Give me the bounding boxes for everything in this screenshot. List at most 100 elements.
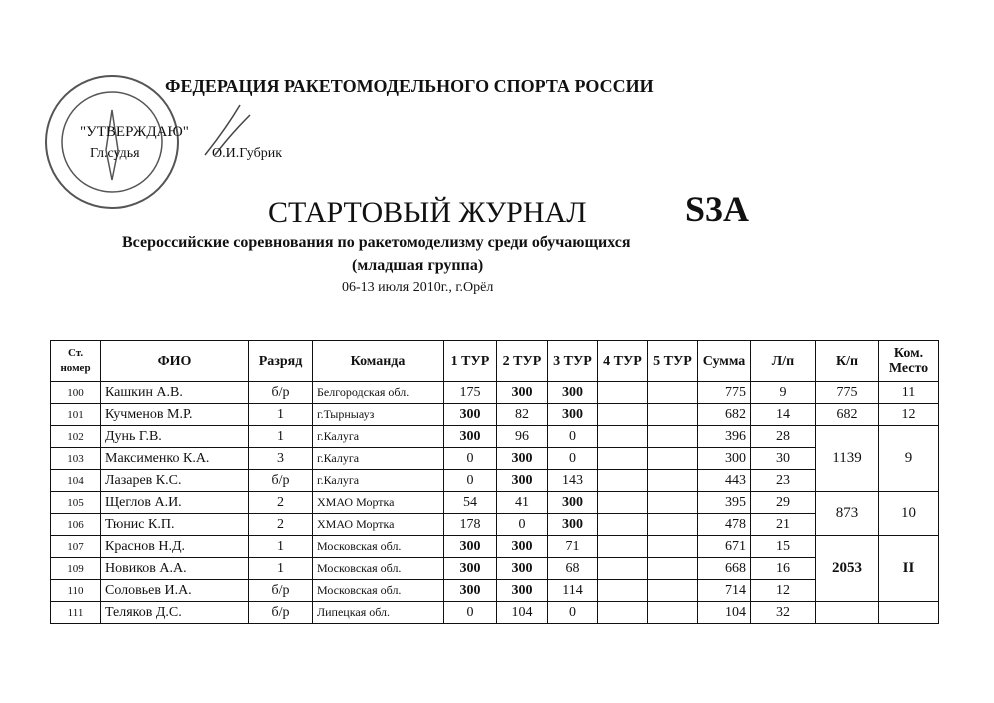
subtitle: Всероссийские соревнования по ракетомоде… [122, 234, 631, 251]
name: Новиков А.А. [100, 557, 249, 580]
rank: 1 [248, 535, 313, 558]
stamp [45, 75, 179, 209]
column-header: ФИО [100, 340, 249, 382]
score: 300 [496, 579, 548, 602]
score: 300 [496, 447, 548, 470]
title: СТАРТОВЫЙ ЖУРНАЛ [268, 196, 587, 229]
score: 71 [547, 535, 598, 558]
name: Дунь Г.В. [100, 425, 249, 448]
column-header: Команда [312, 340, 444, 382]
team-score: 1139 [815, 425, 879, 492]
sum: 775 [697, 381, 751, 404]
score: 300 [496, 381, 548, 404]
team-place: 12 [878, 403, 939, 426]
score: 300 [547, 403, 598, 426]
team: ХМАО Мортка [312, 491, 444, 514]
column-header: 5 ТУР [647, 340, 698, 382]
header-row: Ст. номер ФИО Разряд Команда 1 ТУР 2 ТУР 3 ТУР… [50, 340, 939, 382]
start-number: 100 [50, 381, 101, 404]
column-header: К/п [815, 340, 879, 382]
team: ХМАО Мортка [312, 513, 444, 536]
score: 96 [496, 425, 548, 448]
score [647, 469, 698, 492]
rank: 2 [248, 513, 313, 536]
team-score: 2053 [815, 535, 879, 602]
name: Кашкин А.В. [100, 381, 249, 404]
rank: 1 [248, 425, 313, 448]
score: 0 [443, 447, 497, 470]
score [647, 557, 698, 580]
row: 109 Новиков А.А. 1 Московская обл. 300 300 68 6… [50, 557, 939, 580]
score: 175 [443, 381, 497, 404]
score [647, 491, 698, 514]
start-number: 101 [50, 403, 101, 426]
personal-place: 15 [750, 535, 816, 558]
sum: 668 [697, 557, 751, 580]
score: 300 [496, 469, 548, 492]
column-header: 4 ТУР [597, 340, 648, 382]
score: 0 [443, 469, 497, 492]
personal-place: 30 [750, 447, 816, 470]
score: 114 [547, 579, 598, 602]
score: 300 [547, 491, 598, 514]
score: 300 [547, 381, 598, 404]
personal-place: 23 [750, 469, 816, 492]
rank: 1 [248, 403, 313, 426]
score: 0 [496, 513, 548, 536]
column-header: Сумма [697, 340, 751, 382]
score: 41 [496, 491, 548, 514]
sum: 104 [697, 601, 751, 624]
score [647, 425, 698, 448]
signature [204, 104, 251, 156]
judge-role: Гл.судья [90, 146, 140, 161]
start-number: 106 [50, 513, 101, 536]
name: Лазарев К.С. [100, 469, 249, 492]
rank: б/р [248, 579, 313, 602]
personal-place: 28 [750, 425, 816, 448]
name: Тюнис К.П. [100, 513, 249, 536]
team: Белгородская обл. [312, 381, 444, 404]
score: 143 [547, 469, 598, 492]
team: г.Калуга [312, 425, 444, 448]
sum: 300 [697, 447, 751, 470]
column-header: 2 ТУР [496, 340, 548, 382]
column-header: Ст. номер [50, 340, 101, 382]
row: 103 Максименко К.А. 3 г.Калуга 0 300 0 300 30 [50, 447, 939, 470]
score: 300 [443, 579, 497, 602]
rank: 2 [248, 491, 313, 514]
personal-place: 32 [750, 601, 816, 624]
start-number: 102 [50, 425, 101, 448]
score [647, 601, 698, 624]
sum: 682 [697, 403, 751, 426]
start-number: 105 [50, 491, 101, 514]
row: 110 Соловьев И.А. б/р Московская обл. 300 300… [50, 579, 939, 602]
sum: 443 [697, 469, 751, 492]
score [597, 425, 648, 448]
score [597, 557, 648, 580]
score [647, 381, 698, 404]
row: 101 Кучменов М.Р. 1 г.Тырныауз 300 82 300 682 14… [50, 403, 939, 426]
team-place: 9 [878, 425, 939, 492]
name: Максименко К.А. [100, 447, 249, 470]
team-place: 11 [878, 381, 939, 404]
rank: б/р [248, 381, 313, 404]
score: 300 [547, 513, 598, 536]
column-header: 1 ТУР [443, 340, 497, 382]
start-number: 107 [50, 535, 101, 558]
score [647, 403, 698, 426]
start-number: 109 [50, 557, 101, 580]
personal-place: 12 [750, 579, 816, 602]
score: 300 [443, 403, 497, 426]
name: Щеглов А.И. [100, 491, 249, 514]
federation: ФЕДЕРАЦИЯ РАКЕТОМОДЕЛЬНОГО СПОРТА РОССИИ [165, 76, 654, 96]
personal-place: 16 [750, 557, 816, 580]
name: Теляков Д.С. [100, 601, 249, 624]
score: 82 [496, 403, 548, 426]
start-number: 103 [50, 447, 101, 470]
name: Кучменов М.Р. [100, 403, 249, 426]
score [647, 579, 698, 602]
score [597, 447, 648, 470]
score [647, 513, 698, 536]
start-number: 104 [50, 469, 101, 492]
score [597, 491, 648, 514]
